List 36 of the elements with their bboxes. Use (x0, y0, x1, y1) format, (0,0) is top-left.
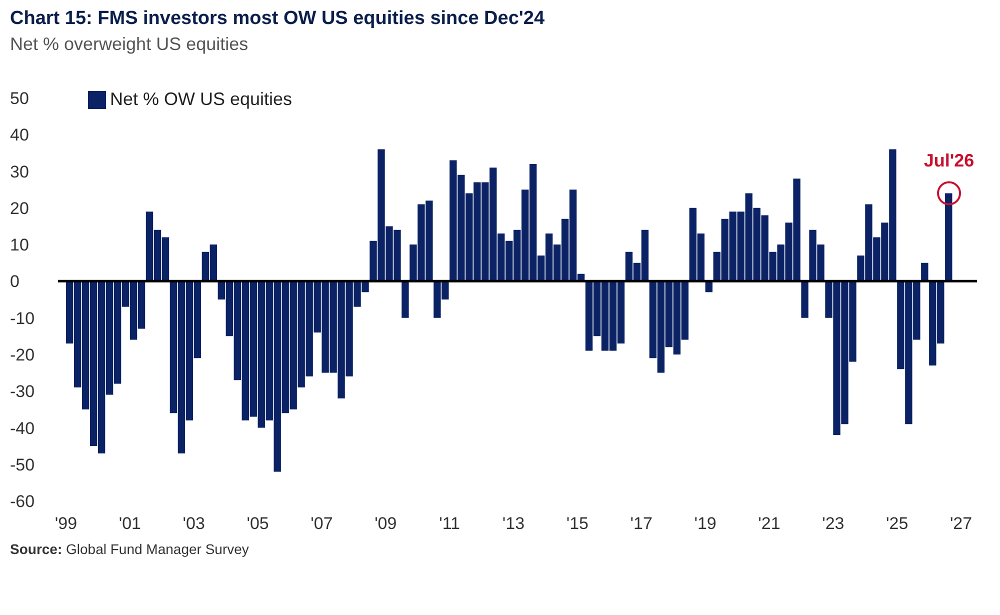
y-tick-label: 30 (10, 162, 29, 182)
legend-label: Net % OW US equities (110, 89, 292, 109)
y-tick-label: 40 (10, 126, 29, 145)
x-tick-label: '15 (566, 514, 589, 534)
y-tick-label: -40 (10, 418, 35, 438)
y-tick-label: -20 (10, 345, 35, 364)
y-tick-label: 50 (10, 89, 29, 108)
bar (921, 262, 928, 282)
bar (402, 281, 409, 318)
x-tick-label: '19 (694, 514, 716, 534)
y-tick-label: -10 (10, 308, 35, 328)
x-tick-label: '17 (630, 514, 652, 534)
x-tick-label: '03 (182, 514, 205, 534)
x-tick-label: '23 (822, 514, 844, 534)
x-tick-label: '13 (502, 514, 525, 534)
source-note: Source: Global Fund Manager Survey (10, 541, 249, 557)
y-tick-label: -60 (10, 492, 35, 512)
x-tick-label: '07 (310, 514, 333, 534)
chart-subtitle: Net % overweight US equities (10, 34, 250, 55)
x-tick-label: '21 (758, 514, 780, 534)
bar (801, 281, 808, 318)
bar (945, 193, 952, 282)
x-tick-label: '09 (374, 514, 397, 534)
y-tick-label: 0 (10, 272, 20, 292)
chart-title: Chart 15: FMS investors most OW US equities since Dec'24 (10, 8, 546, 30)
x-tick-label: '11 (439, 514, 460, 534)
x-tick-label: '27 (950, 514, 972, 534)
x-tick-label: '99 (54, 514, 78, 534)
annotation: Jul'26 (924, 150, 974, 170)
y-tick-label: 20 (10, 198, 29, 218)
x-tick-label: '01 (118, 514, 141, 534)
y-tick-label: -30 (10, 382, 35, 402)
x-tick-label: '05 (246, 514, 269, 534)
x-tick-label: '25 (886, 514, 908, 534)
y-tick-label: 10 (10, 236, 29, 255)
y-tick-label: -50 (10, 455, 35, 474)
